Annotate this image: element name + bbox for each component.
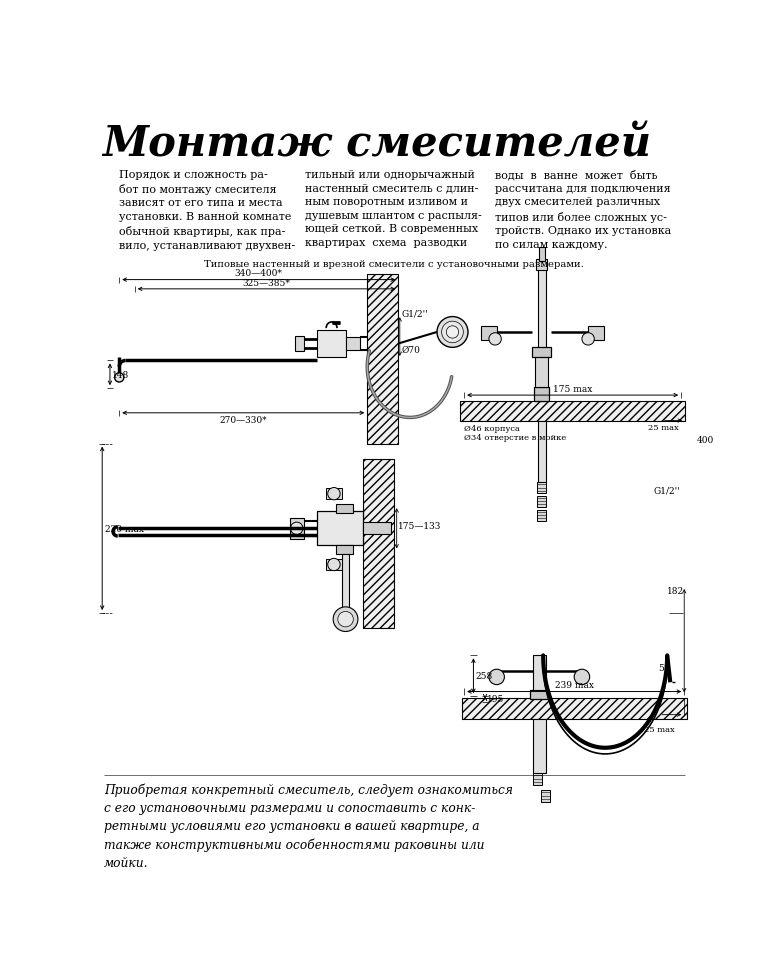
Circle shape — [338, 612, 353, 627]
Bar — [537, 510, 546, 521]
Circle shape — [114, 373, 124, 383]
Text: 270—330*: 270—330* — [220, 415, 267, 425]
Bar — [317, 330, 346, 358]
Bar — [533, 656, 545, 691]
Bar — [537, 483, 546, 493]
Text: 340—400*: 340—400* — [235, 269, 283, 278]
Bar — [538, 268, 545, 402]
Bar — [535, 356, 548, 388]
Text: 182: 182 — [667, 586, 684, 595]
Circle shape — [582, 333, 594, 346]
Bar — [317, 512, 363, 546]
Text: 175 max: 175 max — [553, 384, 592, 394]
Text: Типовые настенный и врезной смесители с установочными размерами.: Типовые настенный и врезной смесители с … — [204, 260, 584, 269]
Circle shape — [489, 669, 505, 685]
Bar — [326, 488, 342, 499]
Circle shape — [442, 321, 463, 343]
Text: Ø34 отверстие в мойке: Ø34 отверстие в мойке — [464, 434, 566, 442]
Bar — [363, 523, 390, 535]
Text: Ø46 корпуса: Ø46 корпуса — [464, 425, 520, 433]
Text: Ø70: Ø70 — [402, 346, 420, 355]
Text: 400: 400 — [697, 436, 714, 445]
Text: 175—133: 175—133 — [399, 521, 442, 531]
Text: G1/2'': G1/2'' — [402, 310, 428, 319]
Bar — [290, 518, 303, 539]
Bar — [538, 421, 545, 483]
Bar — [367, 275, 399, 445]
Circle shape — [290, 523, 303, 535]
Circle shape — [333, 608, 358, 632]
Text: Монтаж смесителей: Монтаж смесителей — [102, 123, 651, 165]
Bar — [536, 260, 547, 271]
Text: 195: 195 — [488, 695, 505, 703]
Bar — [537, 496, 546, 507]
Bar — [295, 336, 304, 352]
Bar — [530, 691, 548, 700]
Bar — [538, 248, 545, 262]
Text: Приобретая конкретный смеситель, следует ознакомиться
с его установочными размер: Приобретая конкретный смеситель, следует… — [104, 783, 513, 869]
Bar — [532, 348, 551, 358]
Circle shape — [489, 333, 502, 346]
Bar — [343, 555, 349, 609]
Bar — [326, 560, 342, 571]
Text: 325—385*: 325—385* — [243, 278, 290, 287]
Text: 239 max: 239 max — [554, 681, 594, 690]
Circle shape — [574, 669, 590, 685]
Bar — [541, 790, 550, 803]
Bar — [336, 546, 353, 555]
Text: Порядок и сложность ра-
бот по монтажу смесителя
зависят от его типа и места
уст: Порядок и сложность ра- бот по монтажу с… — [119, 170, 296, 250]
Bar — [533, 774, 542, 786]
Text: 148: 148 — [112, 370, 130, 379]
Circle shape — [437, 318, 468, 348]
Bar — [482, 326, 497, 340]
Bar — [533, 719, 545, 774]
Text: G1/2'': G1/2'' — [654, 487, 680, 495]
Circle shape — [328, 488, 340, 500]
Circle shape — [446, 326, 458, 339]
Bar — [588, 326, 604, 340]
Bar — [534, 388, 549, 402]
Bar — [336, 504, 353, 513]
Bar — [462, 698, 687, 719]
Text: 220 max: 220 max — [104, 525, 144, 533]
Text: воды  в  ванне  может  быть
рассчитана для подключения
двух смесителей различных: воды в ванне может быть рассчитана для п… — [495, 170, 671, 249]
Text: 25 max: 25 max — [644, 726, 674, 734]
Text: 258: 258 — [475, 671, 493, 681]
Bar — [346, 338, 360, 351]
Text: 25 max: 25 max — [647, 423, 679, 432]
Bar — [460, 402, 685, 421]
Bar — [363, 459, 395, 629]
Text: тильный или однорычажный
настенный смеситель с длин-
ным поворотным изливом и
ду: тильный или однорычажный настенный смеси… — [305, 170, 482, 247]
Text: 5°: 5° — [658, 663, 668, 672]
Circle shape — [328, 559, 340, 572]
